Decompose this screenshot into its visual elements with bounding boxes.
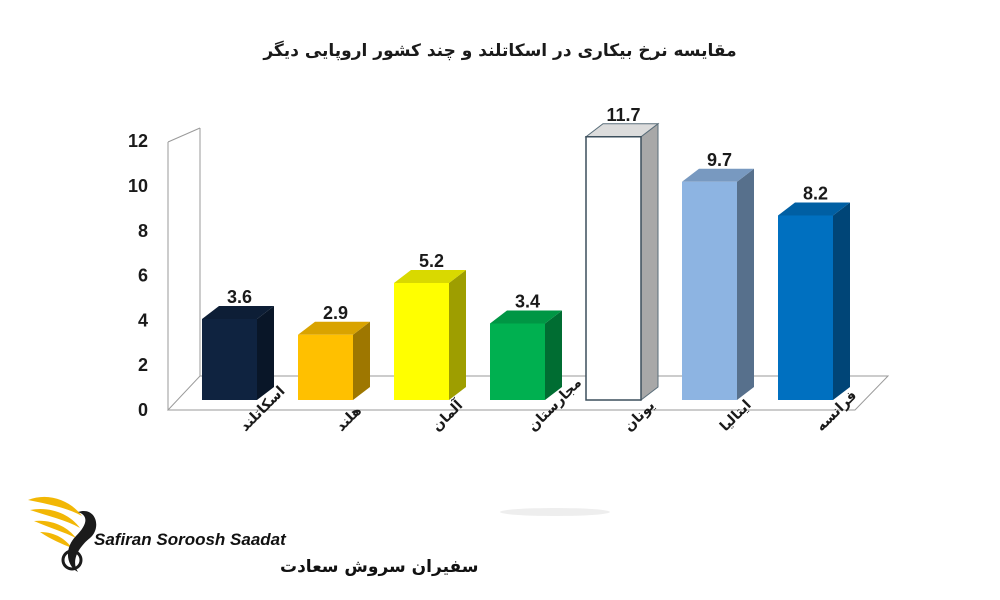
bar-top <box>778 202 850 216</box>
bar-side <box>640 122 659 402</box>
logo-text-en: Safiran Soroosh Saadat <box>94 530 287 549</box>
y-tick-label: 10 <box>128 176 148 196</box>
bar <box>394 270 466 400</box>
y-tick-label: 8 <box>138 221 148 241</box>
bar-top <box>202 306 274 319</box>
data-label: 3.4 <box>515 292 540 312</box>
bar-front <box>490 323 545 400</box>
y-tick-label: 2 <box>138 355 148 375</box>
chart-title: مقایسه نرخ بیکاری در اسکاتلند و چند کشور… <box>262 40 736 61</box>
bar-side <box>449 270 466 400</box>
bar-front <box>682 181 737 400</box>
data-label: 5.2 <box>419 251 444 271</box>
bar-side <box>353 321 370 400</box>
y-tick-label: 6 <box>138 266 148 286</box>
bar <box>202 306 274 400</box>
bar-side <box>545 310 562 400</box>
logo-text-fa: سفیران سروش سعادت <box>280 557 478 577</box>
data-label: 9.7 <box>707 150 732 170</box>
y-tick-label: 4 <box>138 310 148 330</box>
data-label: 11.7 <box>606 105 640 125</box>
bar <box>298 321 370 400</box>
bar-side <box>833 202 850 400</box>
y-axis-top-edge <box>167 127 201 143</box>
brand-logo: Safiran Soroosh Saadat سفیران سروش سعادت <box>28 496 478 577</box>
bar <box>682 168 754 400</box>
bar-front <box>202 319 257 400</box>
bar-side <box>257 306 274 400</box>
data-label: 2.9 <box>323 303 348 323</box>
bar-top <box>490 310 562 324</box>
floor-shadow <box>500 508 610 516</box>
data-label: 8.2 <box>803 184 828 204</box>
y-tick-label: 0 <box>138 400 148 420</box>
bar-front <box>394 283 449 400</box>
bars <box>202 122 850 402</box>
bar <box>490 310 562 400</box>
value-labels: 3.6 2.9 5.2 3.4 11.7 9.7 8.2 <box>227 105 828 323</box>
bar-top <box>682 168 754 182</box>
data-label: 3.6 <box>227 287 252 307</box>
y-tick-label: 12 <box>128 131 148 151</box>
bar <box>584 122 660 402</box>
bar-top <box>394 270 466 283</box>
y-tick-labels: 0 2 4 6 8 10 12 <box>128 131 148 420</box>
bar-top <box>298 321 370 335</box>
bar-side <box>737 168 754 400</box>
bar-front <box>585 136 642 401</box>
bar-front <box>298 334 353 400</box>
wing-icon <box>28 496 97 572</box>
bar <box>778 202 850 400</box>
bar-front <box>778 215 833 400</box>
